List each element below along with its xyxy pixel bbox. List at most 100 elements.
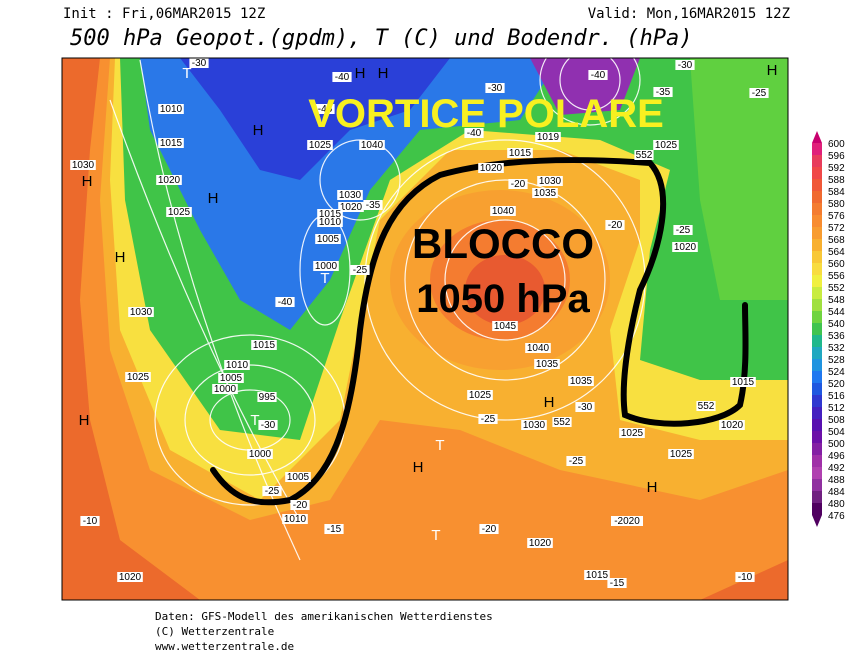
label-box	[566, 456, 586, 466]
colorbar-swatch	[812, 239, 822, 251]
isoline-label: 1005	[287, 472, 310, 483]
colorbar-label: 536	[828, 331, 845, 342]
colorbar-swatch	[812, 215, 822, 227]
label-box	[359, 140, 385, 150]
colorbar-top-arrow	[812, 131, 822, 143]
colorbar-label: 484	[828, 487, 845, 498]
isoline-label: -20	[482, 524, 497, 535]
isoline-label: -45	[318, 104, 333, 115]
isoline-label: 1020	[119, 572, 142, 583]
isoline-label: 1025	[621, 428, 644, 439]
label-box	[117, 572, 143, 582]
isoline-label: 1020	[674, 242, 697, 253]
label-box	[156, 175, 182, 185]
isoline-label: -25	[676, 225, 691, 236]
label-box	[337, 190, 363, 200]
label-box	[619, 428, 645, 438]
isoline-label: 1015	[732, 377, 755, 388]
isoline-label: 1045	[494, 321, 517, 332]
isoline-label: 1040	[527, 343, 550, 354]
label-box	[479, 524, 499, 534]
colorbar-swatch	[812, 431, 822, 443]
colorbar-label: 512	[828, 403, 845, 414]
label-box	[275, 297, 295, 307]
colorbar-swatch	[812, 203, 822, 215]
colorbar-label: 568	[828, 235, 845, 246]
isoline-label: -30	[578, 402, 593, 413]
isoline-label: 1030	[339, 190, 362, 201]
isoline-label: -35	[366, 200, 381, 211]
colorbar-label: 496	[828, 451, 845, 462]
colorbar-swatch	[812, 443, 822, 455]
isoline-label: -2020	[614, 516, 640, 527]
isoline-label: -25	[481, 414, 496, 425]
label-box	[668, 449, 694, 459]
isoline-label: -30	[192, 58, 207, 69]
colorbar-label: 584	[828, 187, 845, 198]
isoline-label: -25	[569, 456, 584, 467]
footer-line: Daten: GFS-Modell des amerikanischen Wet…	[155, 610, 493, 623]
pressure-center-label: H	[355, 65, 366, 82]
colorbar-swatch	[812, 347, 822, 359]
valid-text: Valid: Mon,16MAR2015 12Z	[588, 6, 790, 22]
label-box	[535, 132, 561, 142]
colorbar-label: 504	[828, 427, 845, 438]
colorbar-label: 556	[828, 271, 845, 282]
pressure-center-label: H	[115, 249, 126, 266]
colorbar-swatch	[812, 335, 822, 347]
isoline-label: 1035	[570, 376, 593, 387]
pressure-center-label: H	[647, 479, 658, 496]
isoline-label: 1025	[655, 140, 678, 151]
colorbar-swatch	[812, 383, 822, 395]
isoline-label: -35	[656, 87, 671, 98]
isoline-label: 1000	[214, 384, 237, 395]
map-frame	[61, 57, 789, 601]
init-text: Init : Fri,06MAR2015 12Z	[63, 6, 265, 22]
colorbar-swatch	[812, 359, 822, 371]
label-box	[324, 524, 344, 534]
isoline-label: -15	[610, 578, 625, 589]
label-box	[317, 209, 343, 219]
isoline-label: 1010	[160, 104, 183, 115]
colorbar-label: 480	[828, 499, 845, 510]
isoline-label: 1030	[72, 160, 95, 171]
label-box	[332, 72, 352, 82]
colorbar-label: 592	[828, 163, 845, 174]
label-box	[224, 360, 250, 370]
label-box	[166, 207, 192, 217]
isoline-label: 1010	[284, 514, 307, 525]
colorbar-label: 544	[828, 307, 845, 318]
label-box	[653, 140, 679, 150]
label-box	[696, 401, 716, 411]
label-box	[212, 384, 238, 394]
isoline-label: 1005	[317, 234, 340, 245]
isoline-label: 1030	[539, 176, 562, 187]
colorbar-label: 488	[828, 475, 845, 486]
label-box	[70, 160, 96, 170]
colorbar-swatch	[812, 371, 822, 383]
label-box	[719, 420, 745, 430]
label-box	[735, 572, 755, 582]
label-box	[552, 417, 572, 427]
label-box	[525, 343, 551, 353]
label-box	[338, 202, 364, 212]
label-box	[478, 163, 504, 173]
colorbar-label: 540	[828, 319, 845, 330]
colorbar-label: 564	[828, 247, 845, 258]
isoline-label: -30	[261, 420, 276, 431]
label-box	[290, 500, 310, 510]
isoline-label: 995	[259, 392, 276, 403]
colorbar-swatch	[812, 491, 822, 503]
isoline-label: -40	[335, 72, 350, 83]
pressure-center-label: H	[82, 173, 93, 190]
label-box	[363, 200, 383, 210]
label-box	[158, 138, 184, 148]
isoline-label: 1040	[492, 206, 515, 217]
colorbar-label: 576	[828, 211, 845, 222]
label-box	[218, 373, 244, 383]
isoline-label: -15	[327, 524, 342, 535]
colorbar-label: 516	[828, 391, 845, 402]
label-box	[537, 176, 563, 186]
isoline-label: 1019	[537, 132, 560, 143]
pressure-center-label: H	[208, 190, 219, 207]
